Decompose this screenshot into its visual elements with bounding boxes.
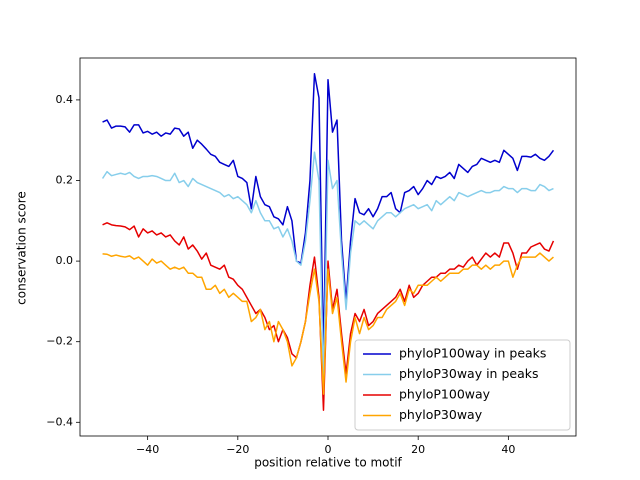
y-tick-label: 0.0	[56, 254, 74, 267]
x-tick-label: −20	[226, 443, 249, 456]
legend-label: phyloP100way	[399, 387, 491, 402]
x-axis-label: position relative to motif	[254, 456, 402, 470]
axes-frame	[79, 57, 577, 437]
y-tick-label: −0.2	[46, 335, 73, 348]
series-line	[101, 151, 554, 383]
y-tick-label: −0.4	[46, 415, 73, 428]
legend: phyloP100way in peaks phyloP30way in peak…	[354, 339, 571, 431]
series-line	[102, 222, 555, 411]
x-tick-label: 40	[501, 443, 515, 456]
legend-box	[354, 339, 571, 431]
y-tick-label: 0.2	[56, 174, 74, 187]
series-line	[102, 252, 554, 395]
x-tick-label: 0	[325, 443, 332, 456]
x-tick-label: −40	[136, 443, 159, 456]
legend-label: phyloP100way in peaks	[399, 346, 546, 361]
legend-label: phyloP30way in peaks	[399, 366, 538, 381]
legend-label: phyloP30way	[399, 407, 483, 422]
y-tick-label: 0.4	[56, 93, 74, 106]
y-axis-label: conservation score	[15, 191, 29, 305]
series-line	[102, 72, 555, 359]
x-tick-label: 20	[411, 443, 425, 456]
